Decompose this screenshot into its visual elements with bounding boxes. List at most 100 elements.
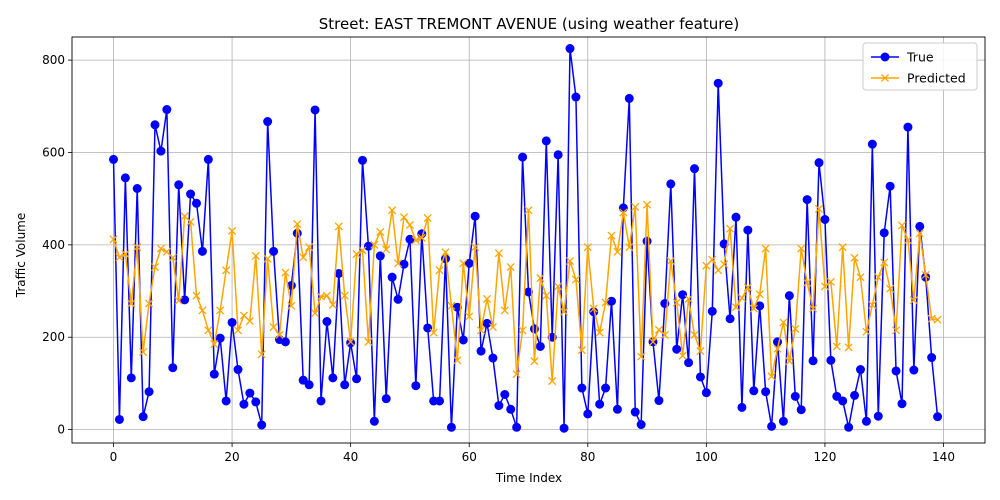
point-predicted bbox=[518, 326, 527, 335]
legend-label-predicted: Predicted bbox=[907, 71, 966, 86]
point-predicted bbox=[832, 342, 841, 351]
point-predicted bbox=[382, 245, 391, 254]
point-predicted bbox=[666, 256, 675, 266]
point-predicted bbox=[631, 202, 640, 212]
point-true bbox=[512, 422, 522, 432]
point-true bbox=[713, 78, 723, 88]
point-predicted bbox=[293, 220, 302, 229]
point-true bbox=[411, 381, 421, 391]
point-true bbox=[826, 355, 836, 365]
point-predicted bbox=[560, 307, 569, 316]
point-predicted bbox=[749, 304, 758, 313]
point-predicted bbox=[299, 253, 308, 262]
point-predicted bbox=[263, 254, 272, 263]
point-predicted bbox=[352, 250, 361, 259]
point-true bbox=[435, 396, 445, 406]
point-predicted bbox=[222, 266, 231, 275]
point-true bbox=[583, 409, 593, 419]
chart-title: Street: EAST TREMONT AVENUE (using weath… bbox=[319, 15, 739, 33]
point-true bbox=[909, 365, 919, 375]
point-true bbox=[109, 154, 118, 164]
point-true bbox=[701, 388, 711, 398]
point-true bbox=[784, 291, 794, 301]
point-true bbox=[393, 294, 403, 304]
point-predicted bbox=[186, 217, 195, 226]
point-true bbox=[269, 246, 279, 256]
point-true bbox=[446, 422, 456, 432]
point-true bbox=[120, 173, 130, 183]
point-true bbox=[280, 337, 290, 347]
point-true bbox=[245, 388, 255, 398]
point-predicted bbox=[251, 251, 260, 260]
point-true bbox=[126, 373, 136, 383]
point-predicted bbox=[826, 277, 835, 286]
point-true bbox=[132, 183, 142, 193]
point-predicted bbox=[696, 347, 705, 356]
point-true bbox=[209, 369, 219, 379]
point-true bbox=[654, 396, 664, 406]
point-true bbox=[162, 105, 172, 115]
point-predicted bbox=[820, 282, 829, 291]
point-predicted bbox=[388, 206, 397, 215]
point-predicted bbox=[465, 312, 474, 321]
legend-label-true: True bbox=[906, 50, 934, 65]
point-true bbox=[856, 365, 865, 375]
point-predicted bbox=[370, 240, 379, 249]
x-tick-label: 60 bbox=[462, 450, 477, 464]
point-true bbox=[304, 380, 314, 390]
point-true bbox=[678, 290, 688, 300]
point-predicted bbox=[210, 340, 219, 349]
point-predicted bbox=[915, 229, 924, 238]
point-predicted bbox=[453, 356, 462, 365]
point-predicted bbox=[767, 372, 776, 381]
point-predicted bbox=[198, 306, 207, 315]
point-predicted bbox=[257, 350, 266, 359]
point-predicted bbox=[459, 259, 468, 268]
point-predicted bbox=[500, 306, 509, 315]
point-predicted bbox=[109, 235, 118, 244]
point-true bbox=[850, 390, 860, 400]
point-true bbox=[612, 404, 622, 414]
point-true bbox=[156, 146, 166, 156]
point-predicted bbox=[536, 274, 545, 283]
point-true bbox=[553, 150, 563, 160]
point-predicted bbox=[755, 290, 764, 299]
point-true bbox=[381, 394, 391, 404]
point-true bbox=[541, 136, 551, 146]
point-true bbox=[535, 341, 545, 351]
point-predicted bbox=[506, 262, 515, 272]
point-predicted bbox=[637, 352, 646, 361]
point-predicted bbox=[346, 337, 355, 346]
point-predicted bbox=[216, 306, 225, 315]
point-true bbox=[399, 259, 409, 269]
point-true bbox=[642, 236, 652, 246]
point-predicted bbox=[625, 243, 634, 252]
point-predicted bbox=[150, 262, 160, 272]
x-tick-label: 40 bbox=[343, 450, 358, 464]
point-predicted bbox=[447, 301, 456, 310]
point-true bbox=[820, 214, 830, 224]
legend: True Predicted bbox=[862, 42, 978, 91]
grid bbox=[72, 37, 985, 443]
x-tick-label: 0 bbox=[110, 450, 118, 464]
point-true bbox=[138, 412, 148, 422]
point-predicted bbox=[417, 233, 426, 242]
point-predicted bbox=[731, 303, 741, 312]
legend-item-true: True bbox=[871, 50, 934, 65]
point-predicted bbox=[619, 208, 628, 217]
point-true bbox=[778, 416, 788, 426]
point-predicted bbox=[850, 253, 859, 262]
point-true bbox=[867, 139, 877, 149]
point-predicted bbox=[133, 243, 142, 252]
point-true bbox=[239, 399, 249, 409]
point-predicted bbox=[524, 206, 533, 215]
point-true bbox=[227, 317, 237, 327]
point-predicted bbox=[595, 328, 604, 337]
point-predicted bbox=[648, 337, 658, 346]
point-true bbox=[168, 363, 178, 373]
point-true bbox=[790, 391, 800, 401]
point-predicted bbox=[364, 337, 373, 346]
point-predicted bbox=[488, 323, 497, 332]
point-predicted bbox=[708, 255, 717, 264]
legend-item-predicted: Predicted bbox=[871, 71, 966, 86]
